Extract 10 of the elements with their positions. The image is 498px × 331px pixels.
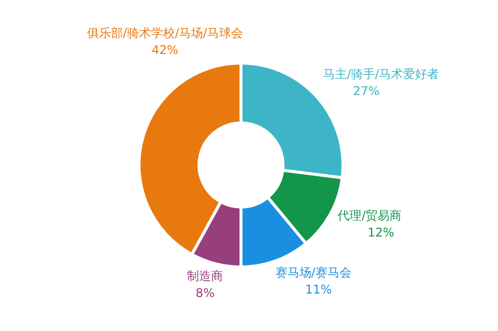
data-label: 12% (368, 226, 394, 240)
slice-label: 赛马场/赛马会 (275, 266, 352, 280)
data-label: 42% (152, 43, 178, 58)
data-label: 27% (353, 84, 380, 98)
data-label: 11% (305, 282, 332, 297)
slice-label: 代理/贸易商 (336, 208, 402, 223)
slice-label: 制造商 (187, 269, 224, 284)
slice-label: 俱乐部/骑术学校/马场/马球会 (86, 26, 244, 40)
slice-label: 马主/骑手/马术爱好者 (323, 66, 440, 81)
data-label: 8% (196, 286, 215, 300)
